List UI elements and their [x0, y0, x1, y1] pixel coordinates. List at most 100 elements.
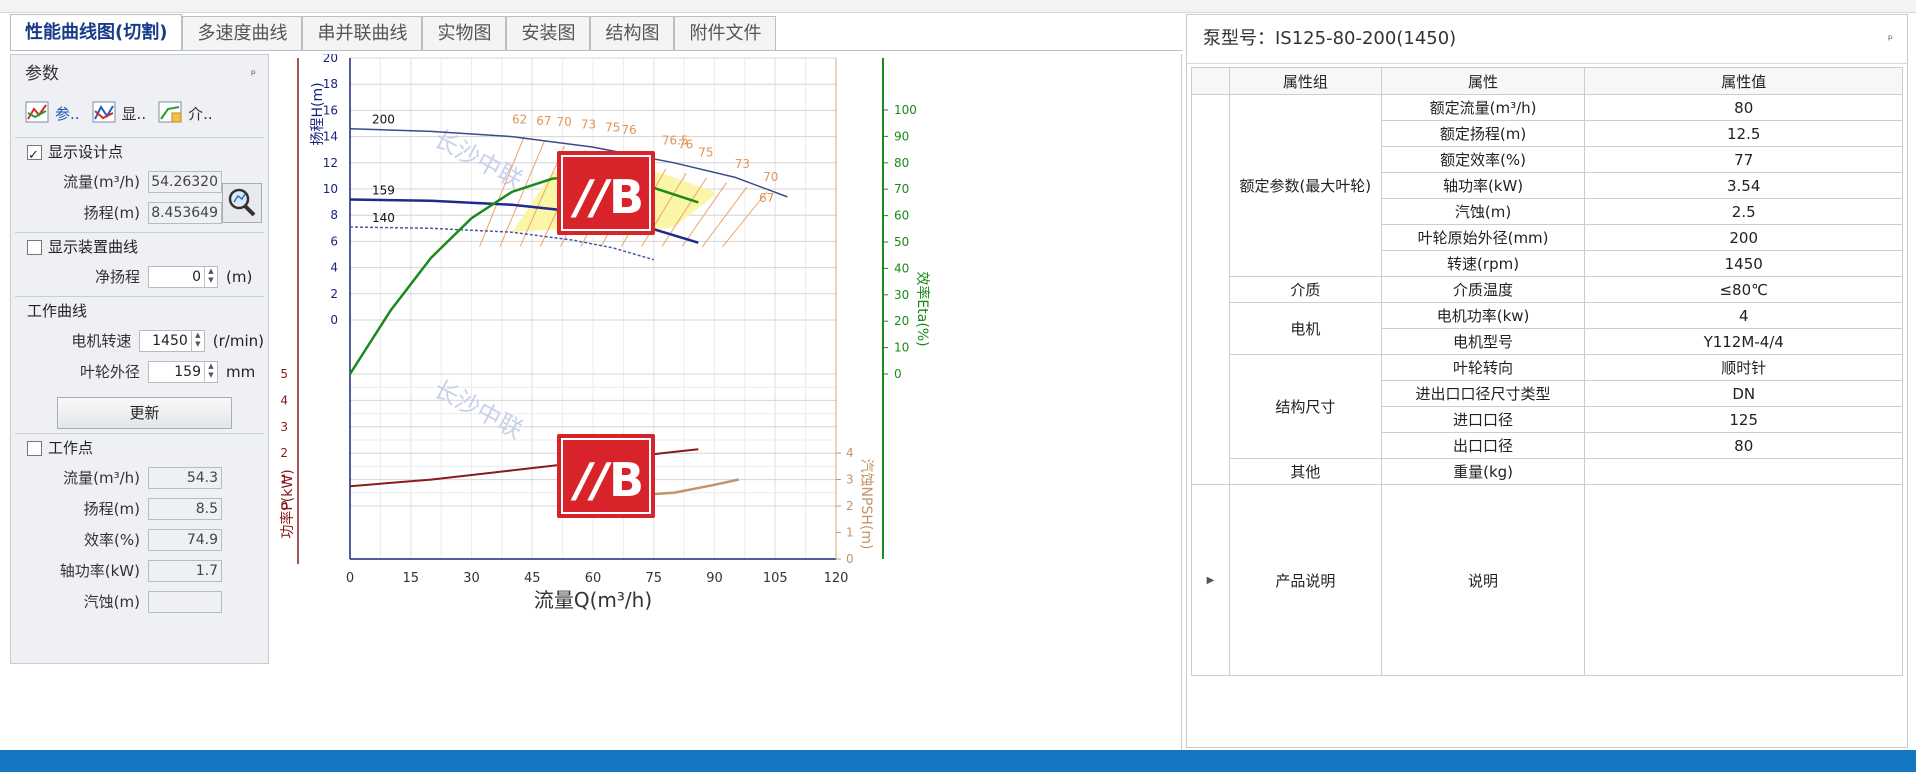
brand-logo-frame: [561, 438, 651, 514]
tool-label: 介..: [188, 104, 213, 123]
params-tool-button[interactable]: 参..: [25, 101, 80, 125]
eff-tick-label: 20: [894, 314, 909, 328]
table-row[interactable]: 转速(rpm) 1450: [1192, 250, 1903, 277]
head-tick-label: 6: [330, 234, 338, 248]
description-row[interactable]: ▶ 产品说明 说明: [1191, 484, 1903, 676]
design-head-label: 扬程(m): [83, 204, 140, 222]
table-row[interactable]: 电机型号 Y112M-4/4: [1192, 328, 1903, 355]
device-curve-toggle[interactable]: 显示装置曲线: [15, 233, 264, 261]
power-tick-label: 2: [280, 446, 288, 460]
efficiency-contour-label: 70: [557, 115, 572, 129]
tab-structure[interactable]: 结构图: [590, 16, 675, 50]
group-cell: 电机: [1228, 302, 1382, 355]
display-tool-button[interactable]: 显..: [92, 101, 146, 125]
update-button[interactable]: 更新: [57, 397, 232, 429]
head-curve-label: 200: [372, 113, 395, 127]
chart-panel: 0 15 30 45 60 75 90 105 120 0 2 4 6 8 10 12 14 16 18 20 0 1 2 3…: [272, 51, 1182, 750]
locate-point-button[interactable]: [222, 183, 262, 223]
panel-toolbar: 参.. 显.. 介..: [11, 93, 268, 133]
spin-arrows-icon[interactable]: ▲ ▼: [190, 330, 204, 351]
tab-series-parallel[interactable]: 串并联曲线: [302, 16, 423, 50]
static-head-stepper[interactable]: 0 ▲ ▼: [148, 265, 218, 288]
pin-icon[interactable]: ᵖ: [1887, 32, 1893, 46]
static-head-label: 净扬程: [94, 268, 140, 286]
table-row[interactable]: 轴功率(kW) 3.54: [1192, 172, 1903, 199]
work-curve-section: 工作曲线 电机转速 1450 ▲ ▼ (r/min) 叶轮外径 159 ▲ ▼ mm 更…: [15, 296, 264, 429]
tab-attachments[interactable]: 附件文件: [674, 16, 777, 50]
header-value[interactable]: 属性值: [1584, 67, 1903, 95]
speed-stepper[interactable]: 1450 ▲ ▼: [139, 329, 205, 352]
iso-efficiency-line: [722, 191, 768, 247]
diameter-row: 叶轮外径 159 ▲ ▼ mm: [15, 356, 264, 387]
group-cell: 结构尺寸: [1228, 354, 1382, 459]
work-point-row: 效率(%) 74.9: [15, 524, 264, 555]
x-axis-title: 流量Q(m³/h): [534, 588, 652, 612]
row-selector-arrow[interactable]: ▶: [1191, 484, 1230, 676]
eff-axis-title: 效率Eta(%): [914, 271, 931, 346]
work-point-row: 流量(m³/h) 54.3: [15, 462, 264, 493]
value-cell: 4: [1584, 302, 1903, 329]
design-point-checkbox[interactable]: [27, 142, 42, 170]
value-cell: 80: [1584, 94, 1903, 121]
speed-row: 电机转速 1450 ▲ ▼ (r/min): [15, 325, 264, 356]
spin-arrows-icon[interactable]: ▲ ▼: [204, 361, 217, 382]
tab-installation[interactable]: 安装图: [506, 16, 591, 50]
row-selector-spacer: [1191, 94, 1230, 485]
iso-efficiency-line: [701, 186, 748, 247]
table-row[interactable]: 额定参数(最大叶轮) 额定流量(m³/h) 80: [1191, 94, 1903, 485]
power-tick-label: 1: [280, 473, 288, 487]
design-point-section: 显示设计点 流量(m³/h) 54.26320 扬程(m) 8.453649: [15, 137, 264, 228]
table-row[interactable]: 进口口径 125: [1192, 406, 1903, 433]
work-point-toggle[interactable]: 工作点: [15, 434, 264, 462]
tab-performance-curve[interactable]: 性能曲线图(切割): [10, 14, 183, 50]
property-cell: 转速(rpm): [1380, 250, 1586, 277]
table-row[interactable]: 结构尺寸 叶轮转向 顺时针: [1192, 354, 1903, 459]
work-point-checkbox[interactable]: [27, 440, 42, 456]
x-tick-label: 60: [585, 571, 602, 586]
table-row[interactable]: 其他 重量(kg): [1192, 458, 1903, 485]
tab-multi-speed[interactable]: 多速度曲线: [182, 16, 303, 50]
head-tick-label: 4: [330, 261, 338, 275]
table-row[interactable]: 进出口口径尺寸类型 DN: [1192, 380, 1903, 407]
speed-unit: (r/min): [212, 331, 264, 350]
header-spacer: [1191, 67, 1230, 95]
head-tick-label: 14: [323, 130, 338, 144]
work-point-power-value: 1.7: [148, 559, 222, 582]
tab-photo[interactable]: 实物图: [422, 16, 507, 50]
property-cell: 电机型号: [1380, 328, 1586, 355]
property-cell: 叶轮转向: [1380, 354, 1586, 381]
table-row[interactable]: 电机 电机功率(kw) 4: [1192, 302, 1903, 355]
power-tick-label: 4: [280, 393, 288, 407]
efficiency-contour-label: 75: [698, 145, 713, 159]
design-point-toggle[interactable]: 显示设计点: [15, 138, 264, 170]
panel-title: 参数: [25, 64, 59, 84]
diameter-stepper[interactable]: 159 ▲ ▼: [148, 360, 218, 383]
work-point-eff-value: 74.9: [148, 528, 222, 551]
table-row[interactable]: 汽蚀(m) 2.5: [1192, 198, 1903, 225]
work-point-section: 工作点 流量(m³/h) 54.3 扬程(m) 8.5 效率(%) 74.9 轴功率(…: [15, 433, 264, 617]
pin-icon[interactable]: ᵖ: [250, 67, 256, 81]
eff-tick-label: 50: [894, 235, 909, 249]
device-curve-section: 显示装置曲线 净扬程 0 ▲ ▼ (m): [15, 232, 264, 292]
value-cell: 200: [1584, 224, 1903, 251]
header-group[interactable]: 属性组: [1228, 67, 1382, 95]
brand-logo-icon: [557, 434, 655, 518]
table-row[interactable]: 额定效率(%) 77: [1192, 146, 1903, 173]
x-tick-label: 120: [824, 571, 849, 586]
work-point-row: 扬程(m) 8.5: [15, 493, 264, 524]
medium-tool-button[interactable]: 介..: [158, 101, 213, 125]
table-row[interactable]: 介质 介质温度 ≤80℃: [1192, 276, 1903, 303]
eff-tick-label: 0: [894, 367, 902, 381]
value-cell: 12.5: [1584, 120, 1903, 147]
value-cell: 77: [1584, 146, 1903, 173]
static-head-value: 0: [192, 268, 201, 285]
value-cell: 3.54: [1584, 172, 1903, 199]
work-point-power-label: 轴功率(kW): [59, 562, 140, 580]
property-cell: 额定扬程(m): [1380, 120, 1586, 147]
parameter-panel: 参数 ᵖ 参.. 显.. 介.. 显示设计点 流量(m³/h) 54.26320 …: [10, 54, 269, 664]
value-cell: 2.5: [1584, 198, 1903, 225]
diameter-label: 叶轮外径: [79, 363, 140, 381]
device-curve-checkbox[interactable]: [27, 239, 42, 255]
header-property[interactable]: 属性: [1380, 67, 1586, 95]
spin-arrows-icon[interactable]: ▲ ▼: [204, 266, 217, 287]
